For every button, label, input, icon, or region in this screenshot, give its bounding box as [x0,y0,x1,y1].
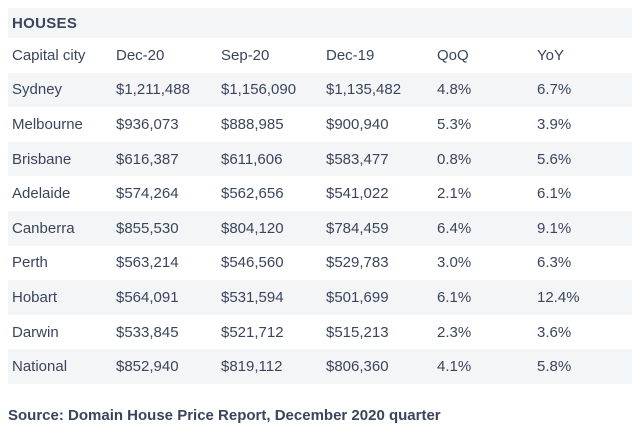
cell-sep-20: $888,985 [221,115,284,133]
cell-capital-city: Hobart [12,288,58,306]
cell-sep-20: $611,606 [221,150,283,168]
cell-yoy: 9.1% [537,219,572,237]
cell-sep-20: $531,594 [221,288,284,306]
table-row-adelaide: Adelaide $574,264 $562,656 $541,022 2.1% 6.1% [8,176,632,211]
cell-dec-19: $784,459 [326,219,389,237]
table-body: Sydney $1,211,488 $1,156,090 $1,135,482 4.8%… [8,72,632,384]
cell-dec-19: $529,783 [326,254,389,272]
cell-qoq: 4.1% [437,358,472,376]
cell-dec-19: $541,022 [326,185,389,203]
cell-capital-city: Darwin [12,323,59,341]
cell-qoq: 6.1% [437,288,472,306]
cell-dec-20: $564,091 [116,288,179,306]
cell-qoq: 5.3% [437,115,472,133]
cell-dec-20: $533,845 [116,323,179,341]
cell-dec-19: $515,213 [326,323,389,341]
cell-dec-20: $852,940 [116,358,179,376]
cell-qoq: 2.3% [437,323,472,341]
cell-dec-20: $563,214 [116,254,179,272]
cell-qoq: 6.4% [437,219,472,237]
cell-capital-city: Sydney [12,81,63,99]
cell-qoq: 3.0% [437,254,472,272]
cell-dec-20: $616,387 [116,150,179,168]
table-row-darwin: Darwin $533,845 $521,712 $515,213 2.3% 3.6% [8,314,632,350]
cell-qoq: 0.8% [437,150,472,168]
cell-dec-20: $855,530 [116,219,179,237]
cell-dec-19: $900,940 [326,115,389,133]
cell-dec-20: $1,211,488 [116,81,190,99]
cell-sep-20: $562,656 [221,185,284,203]
cell-capital-city: Canberra [12,219,75,237]
cell-yoy: 3.6% [537,323,572,341]
table-row-canberra: Canberra $855,530 $804,120 $784,459 6.4% 9.1% [8,210,632,246]
cell-yoy: 3.9% [537,115,572,133]
column-header-sep-20: Sep-20 [221,46,270,64]
cell-yoy: 5.8% [537,358,572,376]
table-row-sydney: Sydney $1,211,488 $1,156,090 $1,135,482 4.8%… [8,72,632,108]
column-header-qoq: QoQ [437,46,469,64]
table-row-perth: Perth $563,214 $546,560 $529,783 3.0% 6.3% [8,245,632,281]
cell-yoy: 6.3% [537,254,572,272]
cell-yoy: 5.6% [537,150,572,168]
cell-capital-city: Perth [12,254,48,272]
table-row-brisbane: Brisbane $616,387 $611,606 $583,477 0.8% 5.6% [8,141,632,177]
cell-dec-19: $583,477 [326,150,389,168]
source-caption: Source: Domain House Price Report, Decem… [8,407,441,424]
table-title: HOUSES [8,8,632,38]
cell-qoq: 2.1% [437,185,472,203]
cell-sep-20: $546,560 [221,254,284,272]
cell-yoy: 12.4% [537,288,580,306]
cell-capital-city: Brisbane [12,150,72,168]
table-row-national: National $852,940 $819,112 $806,360 4.1% 5.8% [8,349,632,384]
table-row-hobart: Hobart $564,091 $531,594 $501,699 6.1% 12.4% [8,280,632,315]
header-row: Capital city Dec-20 Sep-20 Dec-19 QoQ YoY [8,38,632,73]
cell-sep-20: $521,712 [221,323,284,341]
cell-capital-city: National [12,358,68,376]
cell-dec-20: $574,264 [116,185,179,203]
cell-sep-20: $1,156,090 [221,81,297,99]
cell-yoy: 6.7% [537,81,572,99]
cell-qoq: 4.8% [437,81,472,99]
cell-sep-20: $804,120 [221,219,284,237]
cell-dec-20: $936,073 [116,115,179,133]
column-header-dec-20: Dec-20 [116,46,165,64]
cell-yoy: 6.1% [537,185,572,203]
cell-dec-19: $501,699 [326,288,389,306]
column-header-yoy: YoY [537,46,564,64]
houses-price-table: HOUSES Capital city Dec-20 Sep-20 Dec-19 QoQ… [8,8,632,384]
cell-sep-20: $819,112 [221,358,283,376]
cell-dec-19: $806,360 [326,358,389,376]
column-header-capital-city: Capital city [12,46,86,64]
cell-dec-19: $1,135,482 [326,81,402,99]
cell-capital-city: Melbourne [12,115,83,133]
column-header-dec-19: Dec-19 [326,46,375,64]
cell-capital-city: Adelaide [12,185,71,203]
table-row-melbourne: Melbourne $936,073 $888,985 $900,940 5.3% 3.9… [8,107,632,142]
